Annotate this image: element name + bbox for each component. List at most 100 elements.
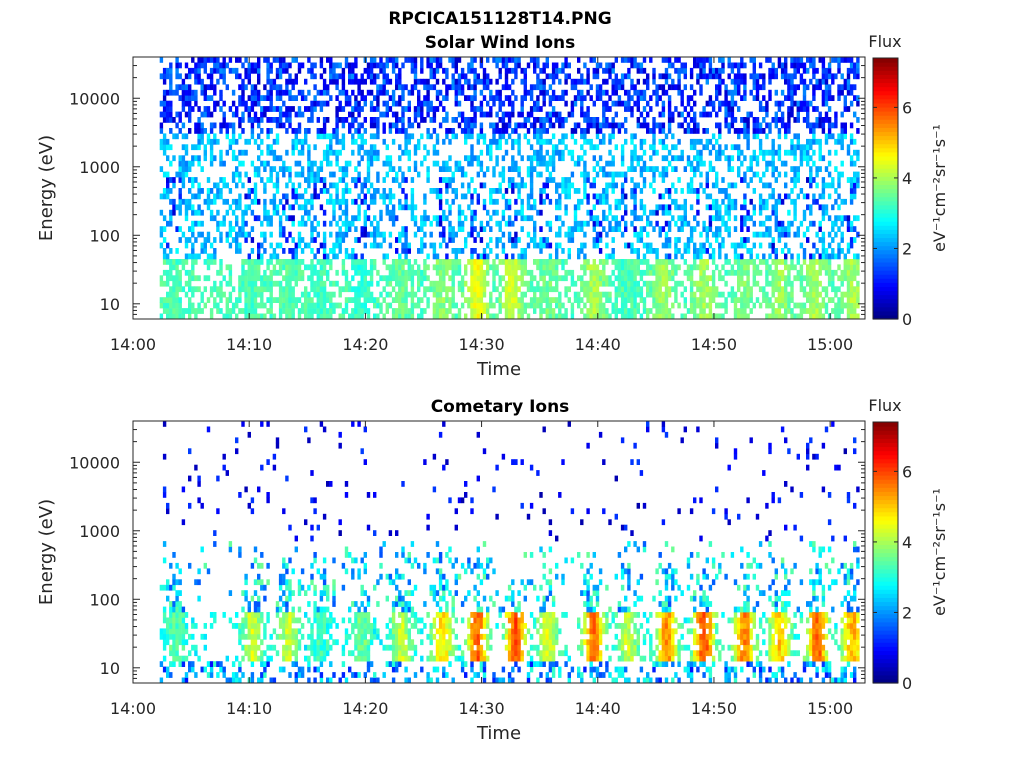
heatmap-cell [244,259,248,265]
heatmap-cell [203,242,207,249]
heatmap-cell [354,78,358,85]
heatmap-cell [329,198,333,205]
heatmap-cell [344,57,349,63]
heatmap-cell [542,95,546,101]
heatmap-cell [222,122,226,129]
heatmap-cell [304,95,308,101]
heatmap-cell [652,177,656,183]
heatmap-cell [335,242,339,249]
heatmap-cell [404,291,408,298]
heatmap-cell [507,122,512,129]
heatmap-cell [740,302,744,309]
heatmap-cell [799,286,804,293]
heatmap-cell [404,226,408,232]
heatmap-cell [548,177,553,183]
heatmap-cell [702,280,706,287]
heatmap-cell [272,149,277,156]
heatmap-cell [683,73,687,80]
heatmap-cell [231,198,236,205]
heatmap-cell [184,89,189,96]
heatmap-cell [605,280,609,287]
heatmap-cell [551,259,556,265]
heatmap-cell [592,204,596,211]
heatmap-cell [718,89,722,96]
heatmap-cell [545,237,549,243]
heatmap-cell [225,198,229,205]
heatmap-cell [696,149,700,156]
heatmap-cell [275,138,280,145]
heatmap-cell [269,95,273,101]
heatmap-cell [313,291,317,298]
heatmap-cell [802,144,807,151]
heatmap-cell [166,155,170,162]
heatmap-cell [749,89,753,96]
heatmap-cell [310,62,314,69]
heatmap-cell [526,286,531,293]
heatmap-cell [551,122,556,129]
heatmap-cell [354,259,358,265]
heatmap-cell [699,155,703,162]
heatmap-cell [269,297,273,303]
heatmap-cell [285,117,289,123]
heatmap-cell [404,280,408,287]
heatmap-cell [683,209,687,216]
heatmap-cell [548,111,553,118]
heatmap-cell [667,291,672,298]
heatmap-cell [586,78,590,85]
heatmap-cell [577,275,581,282]
heatmap-cell [442,177,446,183]
heatmap-cell [332,215,336,222]
heatmap-cell [420,215,424,222]
heatmap-cell [605,275,609,282]
heatmap-cell [702,264,706,271]
heatmap-cell [605,78,609,85]
heatmap-cell [326,275,330,282]
heatmap-cell [683,62,687,69]
heatmap-cell [708,166,713,172]
heatmap-cell [507,182,512,189]
heatmap-cell [642,204,647,211]
heatmap-cell [627,308,631,314]
heatmap-cell [806,57,810,63]
heatmap-cell [457,84,462,91]
heatmap-cell [435,308,440,314]
heatmap-cell [457,209,462,216]
heatmap-cell [774,297,778,303]
heatmap-cell [438,264,443,271]
heatmap-cell [620,215,625,222]
heatmap-cell [272,155,277,162]
heatmap-cell [432,144,437,151]
heatmap-cell [275,204,280,211]
heatmap-cell [501,209,506,216]
heatmap-cell [790,264,794,271]
heatmap-cell [507,215,512,222]
heatmap-cell [423,220,427,227]
heatmap-cell [639,286,644,293]
heatmap-cell [278,198,283,205]
heatmap-cell [257,291,261,298]
heatmap-cell [332,209,336,216]
heatmap-cell [326,100,330,107]
heatmap-cell [401,128,405,134]
heatmap-cell [507,313,512,320]
heatmap-cell [721,149,725,156]
heatmap-cell [799,57,804,63]
heatmap-cell [799,144,804,151]
heatmap-cell [420,280,424,287]
heatmap-cell [310,269,314,276]
heatmap-cell [209,160,214,167]
heatmap-cell [404,275,408,282]
heatmap-cell [555,302,559,309]
heatmap-cell [696,188,700,194]
heatmap-cell [777,259,782,265]
heatmap-cell [175,89,179,96]
heatmap-cell [649,220,653,227]
heatmap-cell [548,280,553,287]
heatmap-cell [661,226,666,232]
heatmap-cell [304,302,308,309]
heatmap-cell [498,144,502,151]
heatmap-cell [624,280,628,287]
heatmap-cell [285,84,289,91]
heatmap-cell [774,220,778,227]
heatmap-cell [272,57,277,63]
